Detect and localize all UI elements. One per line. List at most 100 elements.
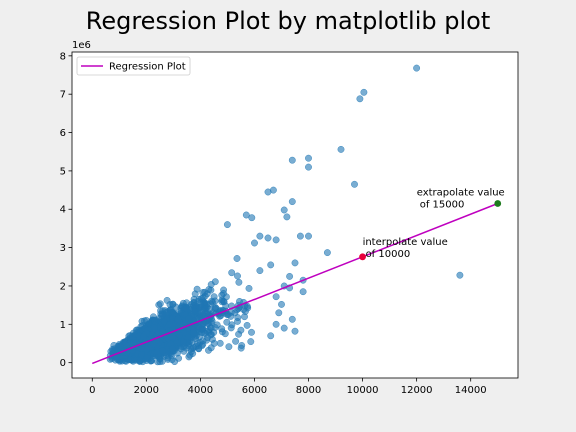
scatter-point [234,314,242,322]
scatter-point [351,180,358,188]
x-tick-label: 12000 [401,385,433,396]
scatter-point [337,145,345,153]
extrapolate-label-line1: extrapolate value [417,187,505,198]
scatter-point [227,324,235,332]
scatter-point [199,337,207,345]
scatter-point [140,333,148,341]
interpolate-label-line2: of 10000 [366,249,411,260]
scatter-point [248,214,256,222]
scatter-point [218,291,226,299]
axes: 0 2000 4000 6000 8000 10000 12000 14000 0 1 2 3 4 5 6 7… [60,51,487,396]
scatter-point [248,328,255,336]
scatter-point [169,345,177,353]
x-tick-label: 2000 [134,385,159,396]
scatter-point [166,306,174,314]
regression-line [91,202,499,365]
scatter-point [191,290,199,298]
scatter-point [323,249,331,257]
scatter-point [166,321,174,328]
scatter-point [288,315,296,323]
y-tick-label: 8 [60,51,66,62]
scatter-point [180,343,188,351]
scatter-point [169,300,177,308]
scatter-point [456,271,464,279]
scatter-point [228,269,236,277]
scatter-point [199,289,207,296]
y-tick-label: 0 [60,358,66,369]
scatter-point [275,309,283,317]
scatter-points [106,64,464,366]
scatter-point [305,232,312,240]
scatter-point [174,315,182,323]
x-tick-label: 0 [89,385,95,396]
y-tick-label: 1 [60,320,66,331]
extrapolate-label-line2: of 15000 [420,199,465,210]
scatter-point [245,284,253,292]
scatter-point [296,232,304,240]
scatter-point [157,310,165,318]
scatter-point [141,317,148,325]
y-tick-label: 5 [60,166,66,177]
scatter-point [278,300,285,308]
scatter-point [107,347,115,355]
scatter-point [288,156,296,164]
scatter-point [272,236,280,244]
y-offset-label: 1e6 [72,40,91,51]
scatter-point [189,329,197,337]
scatter-point [360,88,368,96]
y-tick-label: 6 [60,128,66,139]
scatter-point [188,338,196,346]
x-tick-label: 10000 [347,385,379,396]
legend-label: Regression Plot [109,62,186,73]
scatter-point [218,325,226,333]
scatter-point [233,255,241,262]
scatter-point [206,324,214,331]
scatter-point [191,301,199,309]
chart-title: Regression Plot by matplotlib plot [86,7,491,35]
plot-frame [71,51,519,379]
scatter-point [251,239,258,247]
regression-line-group [91,202,499,365]
scatter-point [356,95,364,103]
scatter-point [213,321,221,329]
scatter-point [242,211,250,219]
scatter-point [272,293,280,301]
scatter-point [269,186,277,194]
scatter-point [235,278,243,286]
scatter-point [207,286,215,294]
scatter-point [291,327,299,335]
scatter-point [189,345,197,352]
scatter-point [216,339,224,347]
x-tick-label: 6000 [242,385,267,396]
scatter-point [237,326,245,334]
scatter-point [158,327,166,335]
y-tick-label: 7 [60,90,66,101]
scatter-point [122,341,130,349]
scatter-point [264,234,272,242]
scatter-point [182,305,190,312]
scatter-point [291,259,299,267]
scatter-point [196,309,204,317]
scatter-point [286,272,294,280]
y-tick-label: 2 [60,281,66,292]
scatter-point [272,320,280,328]
interpolate-marker [359,253,366,261]
scatter-point [280,324,288,332]
scatter-point [138,350,145,358]
scatter-point [169,333,177,341]
scatter-point [288,198,296,206]
scatter-point [223,318,231,326]
y-tick-label: 3 [60,243,66,254]
legend: Regression Plot [76,56,191,76]
scatter-point [247,338,255,346]
extrapolate-marker [494,200,502,207]
scatter-point [171,358,179,366]
scatter-point [207,344,215,352]
scatter-point [156,300,164,308]
scatter-point [267,332,275,340]
scatter-point [225,343,233,351]
scatter-point [234,272,241,280]
scatter-point [149,341,157,348]
